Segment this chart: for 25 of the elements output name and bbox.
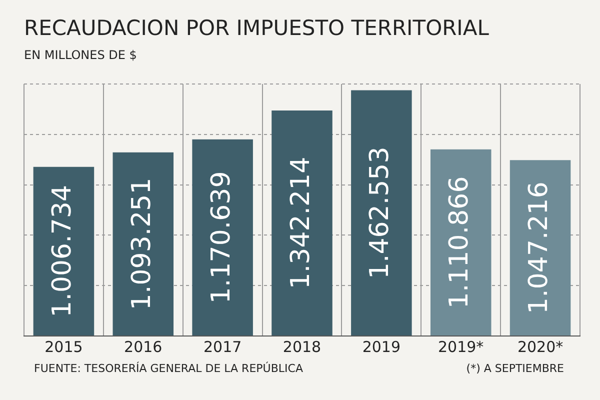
x-tick-label: 2016: [124, 338, 162, 356]
text: (*) A SEPTIEMBRE: [466, 362, 564, 375]
data-label: 1.342.214: [286, 156, 316, 290]
x-tick-label: 2019: [362, 338, 401, 356]
data-label: 1.006.734: [47, 185, 78, 318]
data-label: 1.093.251: [126, 178, 157, 310]
source-note: FUENTE: TESORERÍA GENERAL DE LA REPÚBLICA: [34, 362, 303, 375]
bar: [351, 90, 412, 336]
chart-title: RECAUDACION POR IMPUESTO TERRITORIAL: [24, 16, 489, 40]
data-label: 1.170.639: [206, 171, 236, 304]
bar: [112, 152, 174, 336]
x-tick-label: 2019*: [438, 338, 484, 356]
chart-subtitle: EN MILLONES DE $: [24, 48, 137, 62]
x-tick-label: 2017: [203, 338, 242, 356]
bar: [430, 149, 492, 336]
bar: [33, 166, 94, 336]
x-tick-label: 2015: [44, 338, 83, 356]
data-label: 1.110.866: [444, 176, 475, 309]
bar: [510, 160, 571, 336]
bar: [272, 110, 332, 336]
x-tick-label: 2018: [282, 338, 322, 356]
x-tick-label: 2020*: [517, 338, 564, 356]
data-label: 1.047.216: [524, 182, 554, 314]
bar: [192, 139, 253, 336]
data-label: 1.462.553: [365, 146, 396, 280]
